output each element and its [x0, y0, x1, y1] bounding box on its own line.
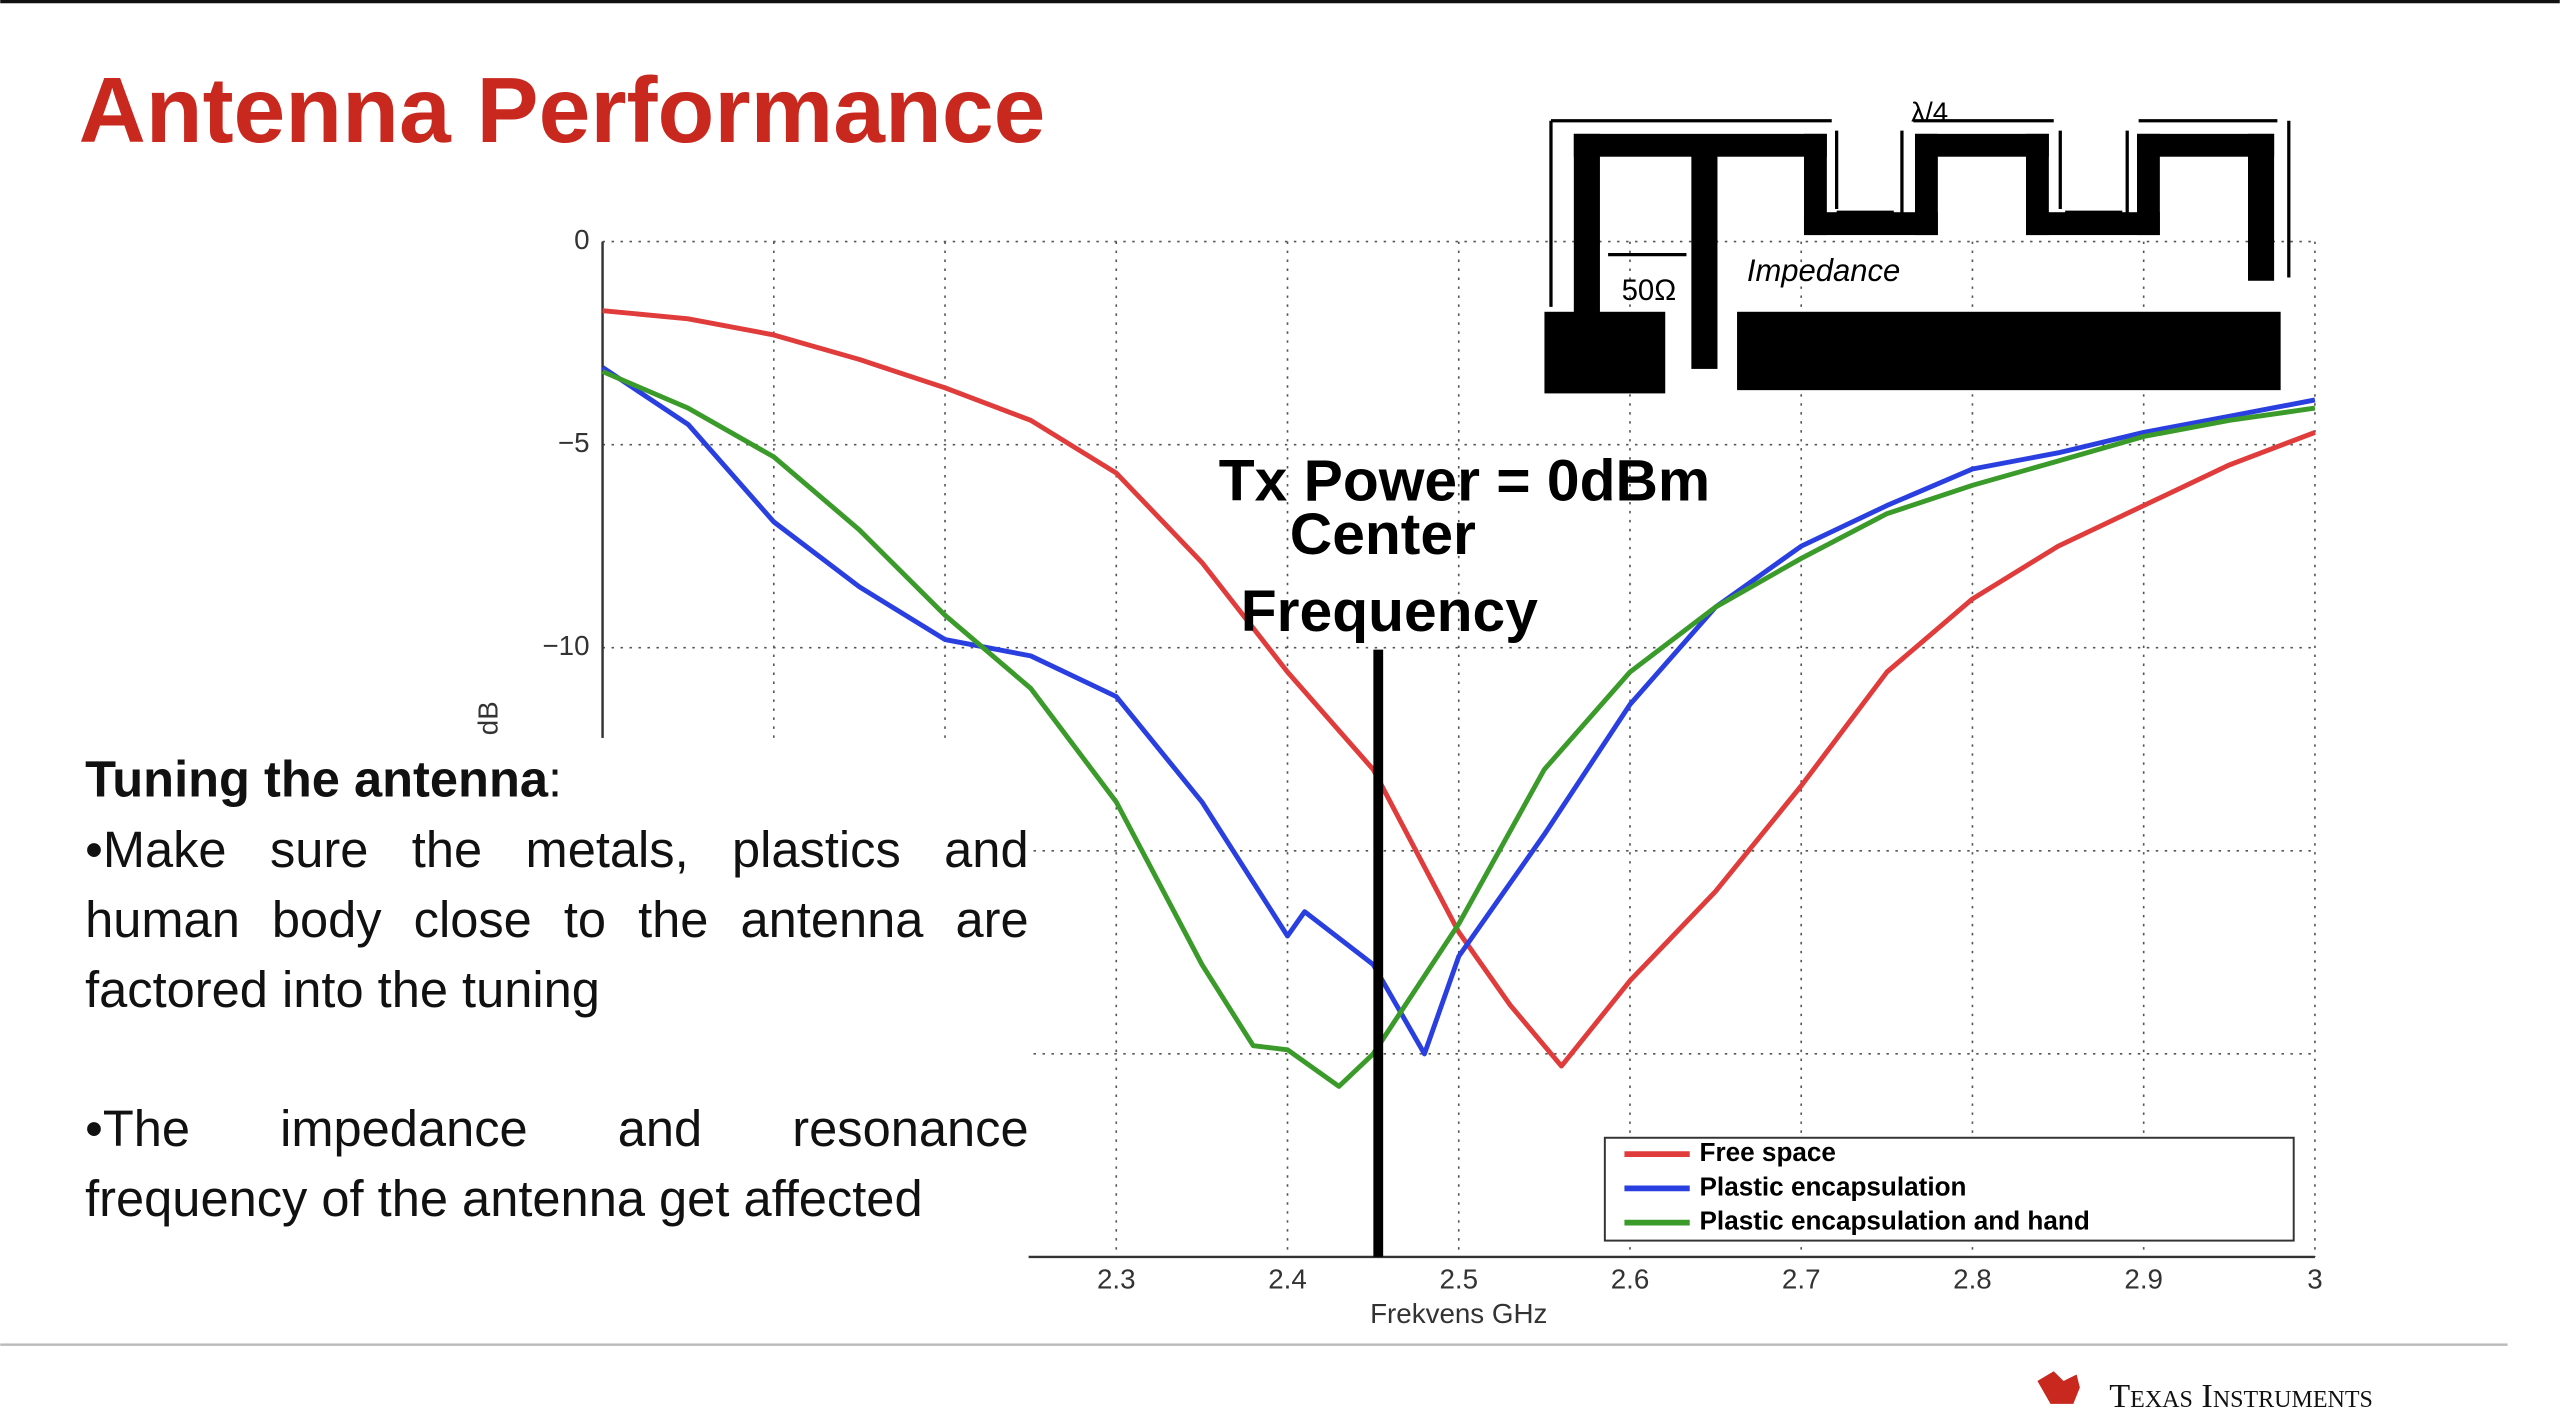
x-tick-label: 2.7 — [1782, 1264, 1821, 1295]
y-tick-label: 0 — [574, 224, 589, 255]
y-tick-label: −5 — [558, 427, 590, 458]
x-tick-label: 3 — [2307, 1264, 2322, 1295]
slide-title: Antenna Performance — [79, 58, 1046, 162]
footer-rule — [0, 1343, 2508, 1346]
annotation: Tx Power = 0dBm — [1219, 448, 1710, 513]
text-panel: Tuning the antenna: •Make sure the metal… — [65, 737, 1029, 1326]
panel-heading: Tuning the antenna — [85, 750, 549, 809]
legend-label: Plastic encapsulation and hand — [1700, 1206, 2090, 1236]
x-tick-label: 2.9 — [2124, 1264, 2163, 1295]
legend-label: Plastic encapsulation — [1700, 1171, 1967, 1201]
top-rule — [0, 0, 2560, 4]
legend-label: Free space — [1700, 1137, 1836, 1167]
legend-box — [1603, 1136, 2295, 1242]
x-tick-label: 2.8 — [1953, 1264, 1992, 1295]
x-tick-label: 2.3 — [1097, 1264, 1136, 1295]
footer-logo-text: Texas Instruments — [2109, 1377, 2373, 1412]
x-tick-label: 2.5 — [1439, 1264, 1478, 1295]
diagram-impedance: Impedance — [1747, 253, 1900, 288]
bullet: •Make sure the metals, plastics and huma… — [85, 821, 1029, 1019]
annotation: Frequency — [1241, 579, 1538, 644]
bullet: •The impedance and resonance frequency o… — [85, 1100, 1029, 1228]
series-line — [601, 365, 2316, 1057]
x-tick-label: 2.4 — [1268, 1264, 1307, 1295]
text-panel-body: Tuning the antenna: •Make sure the metal… — [65, 737, 1029, 1326]
series-line — [602, 308, 2316, 1069]
footer-logo-mark — [2037, 1371, 2080, 1404]
y-tick-label: −10 — [542, 630, 589, 661]
x-tick-label: 2.6 — [1611, 1264, 1650, 1295]
antenna-diagram: λ/4 50Ω Impedance — [1544, 97, 2291, 394]
panel-heading-colon: : — [548, 750, 563, 809]
annotation: Center — [1290, 502, 1476, 567]
series-line — [601, 369, 2316, 1089]
y-axis-label: dB — [472, 701, 503, 735]
diagram-resistance: 50Ω — [1622, 274, 1677, 307]
x-axis-label: Frekvens GHz — [1370, 1298, 1547, 1329]
diagram-wavelength: λ/4 — [1911, 97, 1948, 128]
